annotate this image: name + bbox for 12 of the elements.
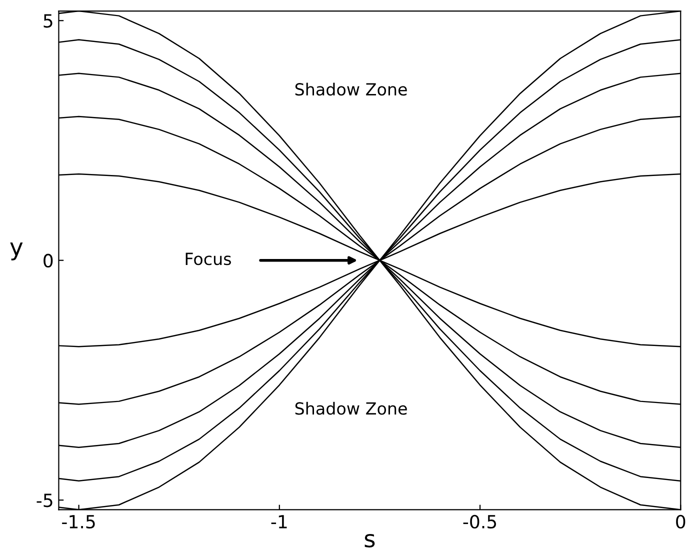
y-tick-label: 0	[44, 254, 53, 268]
annotation: Shadow Zone	[295, 82, 407, 96]
y-axis-title: y	[10, 242, 23, 260]
y-tick-label: -5	[36, 494, 52, 508]
x-tick-label: -1	[271, 515, 287, 528]
annotation: Shadow Zone	[295, 402, 407, 415]
y-tick-label: 5	[44, 14, 52, 28]
x-tick-label: -1.5	[62, 515, 95, 529]
x-axis-title: s	[364, 534, 375, 548]
x-tick-label: 0	[676, 514, 686, 529]
x-tick-label: -0.5	[463, 514, 496, 529]
annotation: Focus	[186, 252, 231, 266]
